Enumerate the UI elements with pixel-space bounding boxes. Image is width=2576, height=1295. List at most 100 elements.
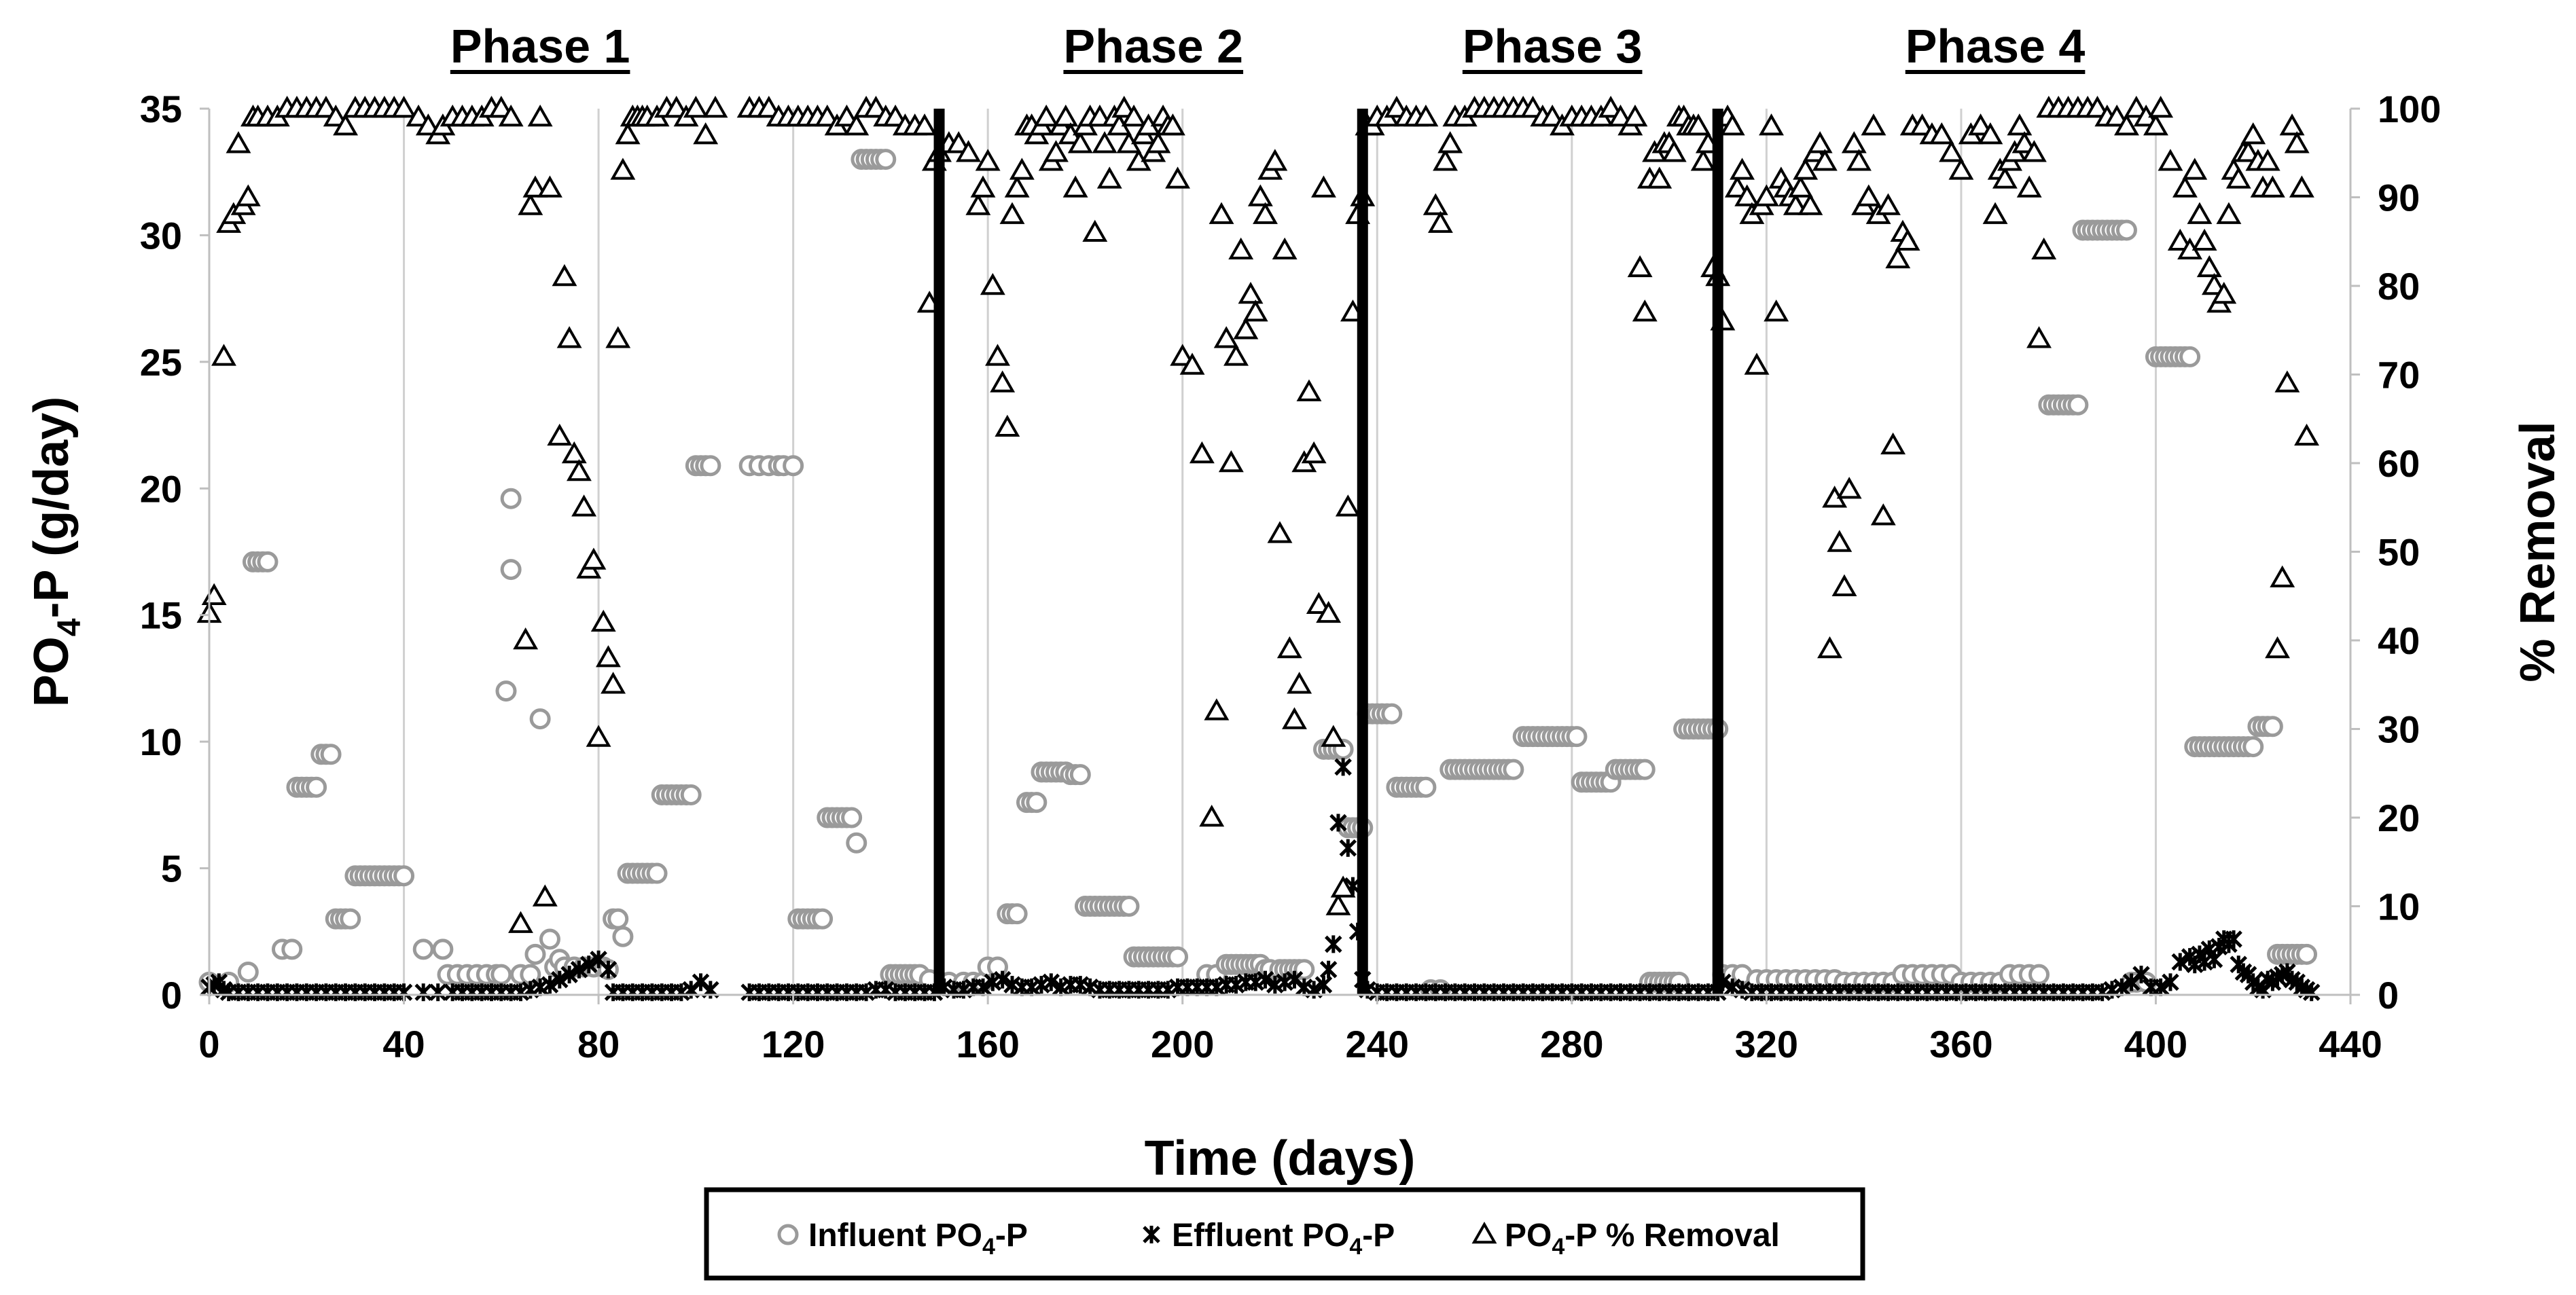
effluent-point <box>2225 930 2242 948</box>
x-axis-title: Time (days) <box>1145 1131 1416 1186</box>
removal-point <box>1661 140 1687 162</box>
influent-point <box>539 928 560 950</box>
removal-point <box>1082 219 1108 242</box>
removal-point <box>1690 149 1716 171</box>
removal-point <box>1087 105 1113 127</box>
removal-point <box>323 105 348 127</box>
removal-point <box>1053 105 1079 127</box>
influent-point <box>1415 776 1437 798</box>
removal-point <box>970 175 996 198</box>
influent-point <box>846 832 867 854</box>
removal-point <box>980 272 1005 295</box>
removal-point <box>1759 113 1784 136</box>
removal-point <box>956 140 981 162</box>
removal-point <box>2172 175 2198 198</box>
removal-point <box>2211 282 2237 304</box>
removal-point <box>1948 158 1974 180</box>
removal-point <box>1685 113 1711 136</box>
removal-point <box>1978 122 2003 145</box>
removal-point <box>1067 131 1093 153</box>
y-tick-label: 30 <box>140 214 182 257</box>
removal-point <box>1004 175 1030 198</box>
removal-point <box>1335 494 1361 517</box>
removal-point <box>1647 166 1672 189</box>
x-tick-label: 40 <box>382 1023 425 1065</box>
influent-point <box>875 149 897 170</box>
removal-point <box>610 158 636 180</box>
removal-point <box>1242 299 1268 322</box>
removal-point <box>615 122 641 145</box>
phase-labels: Phase 1 Phase 2 Phase 3 Phase 4 <box>450 20 2085 74</box>
removal-point <box>1189 441 1215 464</box>
influent-point <box>2115 219 2137 241</box>
removal-point <box>1316 600 1342 623</box>
phase-label: Phase 2 <box>1063 20 1243 73</box>
removal-point <box>990 370 1016 393</box>
influent-point <box>1566 726 1588 748</box>
removal-point <box>2114 113 2139 136</box>
influent-point <box>700 455 721 477</box>
effluent-point <box>1329 814 1347 832</box>
removal-point <box>1608 105 1633 127</box>
removal-point <box>1170 344 1196 366</box>
data-marks <box>196 95 2321 1002</box>
effluent-point <box>414 983 432 1002</box>
removal-point <box>1788 175 1813 198</box>
removal-point <box>586 725 611 747</box>
influent-point <box>1006 903 1028 925</box>
y-tick-label: 10 <box>140 721 182 763</box>
removal-point <box>532 884 558 907</box>
y-axis-title: PO4-P (g/day) <box>24 397 88 707</box>
influent-point <box>306 776 327 798</box>
influent-point <box>1026 792 1048 814</box>
effluent-point <box>1314 976 1333 994</box>
influent-point <box>607 908 629 930</box>
removal-point <box>2085 95 2110 118</box>
removal-point <box>946 131 971 153</box>
influent-point <box>2067 394 2089 416</box>
removal-point <box>1880 432 1906 455</box>
removal-point <box>2192 228 2217 251</box>
x-tick-label: 400 <box>2124 1023 2187 1065</box>
removal-point <box>664 95 690 118</box>
removal-point <box>1413 105 1439 127</box>
removal-point <box>2259 175 2285 198</box>
influent-point <box>490 964 512 985</box>
removal-point <box>2255 149 2280 171</box>
removal-point <box>1627 255 1653 278</box>
removal-point <box>2236 140 2261 162</box>
effluent-point <box>541 976 559 994</box>
influent-point <box>1634 759 1656 780</box>
removal-point <box>1121 105 1147 127</box>
removal-point <box>1247 184 1273 206</box>
removal-point <box>2148 95 2174 118</box>
influent-point <box>524 943 546 965</box>
effluent-point <box>1339 839 1357 857</box>
effluent-point <box>429 983 447 1002</box>
removal-point <box>1209 202 1234 224</box>
removal-point <box>2196 255 2222 278</box>
removal-point <box>1724 175 1750 198</box>
x-tick-label: 0 <box>198 1023 219 1065</box>
removal-point <box>702 95 728 118</box>
removal-point <box>1992 166 2018 189</box>
removal-point <box>912 113 937 136</box>
y2-tick-label: 20 <box>2378 797 2420 839</box>
removal-point <box>226 131 251 153</box>
removal-point <box>2265 636 2290 659</box>
influent-point <box>1118 896 1140 917</box>
removal-point <box>1861 113 1886 136</box>
influent-point <box>393 865 415 887</box>
x-tick-label: 440 <box>2319 1023 2382 1065</box>
y-tick-label: 20 <box>140 467 182 510</box>
y2-tick-label: 80 <box>2378 265 2420 308</box>
effluent-point <box>560 966 578 984</box>
removal-point <box>1753 184 1779 206</box>
removal-point <box>1895 228 1920 251</box>
removal-point <box>2104 105 2130 127</box>
removal-point <box>1968 113 1994 136</box>
removal-point <box>1885 246 1911 269</box>
influent-point <box>680 784 702 805</box>
removal-point <box>1282 707 1307 729</box>
y2-axis-title: % Removal <box>2511 421 2565 682</box>
